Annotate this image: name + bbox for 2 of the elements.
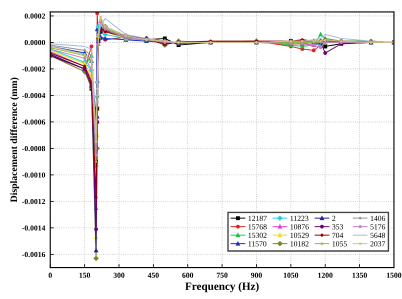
y-axis-title: Displacement difference (mm) (10, 78, 20, 202)
x-axis-title: Frequency (Hz) (185, 282, 259, 292)
